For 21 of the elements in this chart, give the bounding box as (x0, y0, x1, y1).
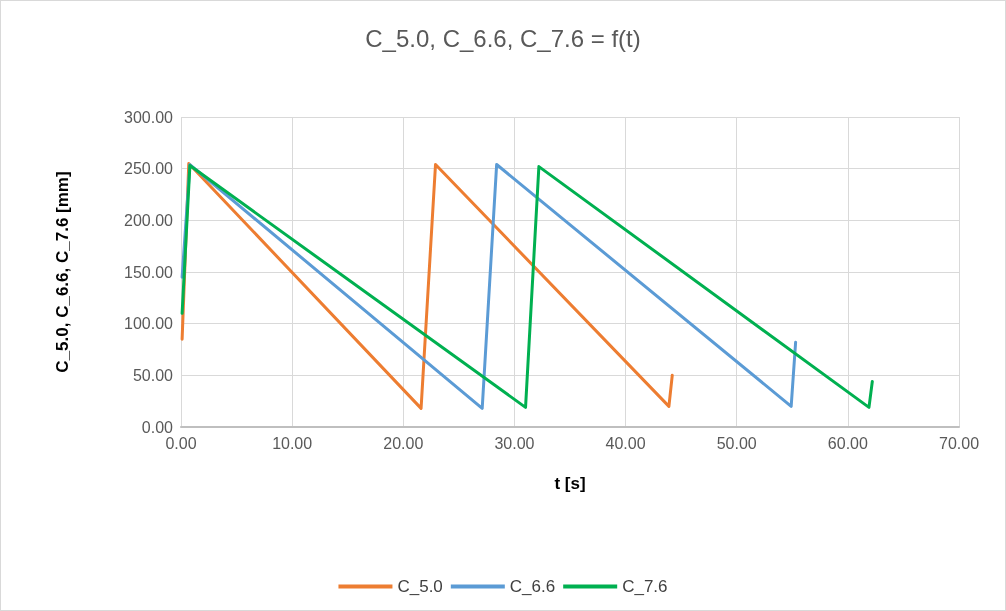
x-tick-label: 50.00 (716, 434, 757, 452)
legend-label: C_6.6 (509, 577, 556, 596)
y-axis-title: C_5.0, C_6.6, C_7.6 [mm] (53, 171, 72, 373)
x-tick-label: 20.00 (383, 434, 424, 452)
y-tick-label: 150.00 (124, 263, 174, 281)
y-tick-label: 200.00 (124, 211, 174, 229)
chart-title: C_5.0, C_6.6, C_7.6 = f(t) (365, 24, 641, 52)
y-tick-label: 250.00 (124, 160, 174, 178)
x-tick-label: 0.00 (165, 434, 197, 452)
legend-label: C_5.0 (397, 577, 443, 596)
legend-label: C_7.6 (622, 577, 668, 596)
x-tick-label: 70.00 (938, 434, 980, 452)
x-tick-label: 30.00 (494, 434, 535, 452)
x-tick-label: 60.00 (827, 434, 868, 452)
y-tick-label: 100.00 (124, 315, 174, 333)
y-tick-label: 50.00 (132, 366, 174, 384)
x-tick-label: 40.00 (605, 434, 646, 452)
x-axis-title: t [s] (554, 474, 586, 493)
y-tick-label: 0.00 (141, 418, 174, 436)
y-tick-label: 300.00 (124, 108, 174, 126)
x-tick-label: 10.00 (272, 434, 313, 452)
